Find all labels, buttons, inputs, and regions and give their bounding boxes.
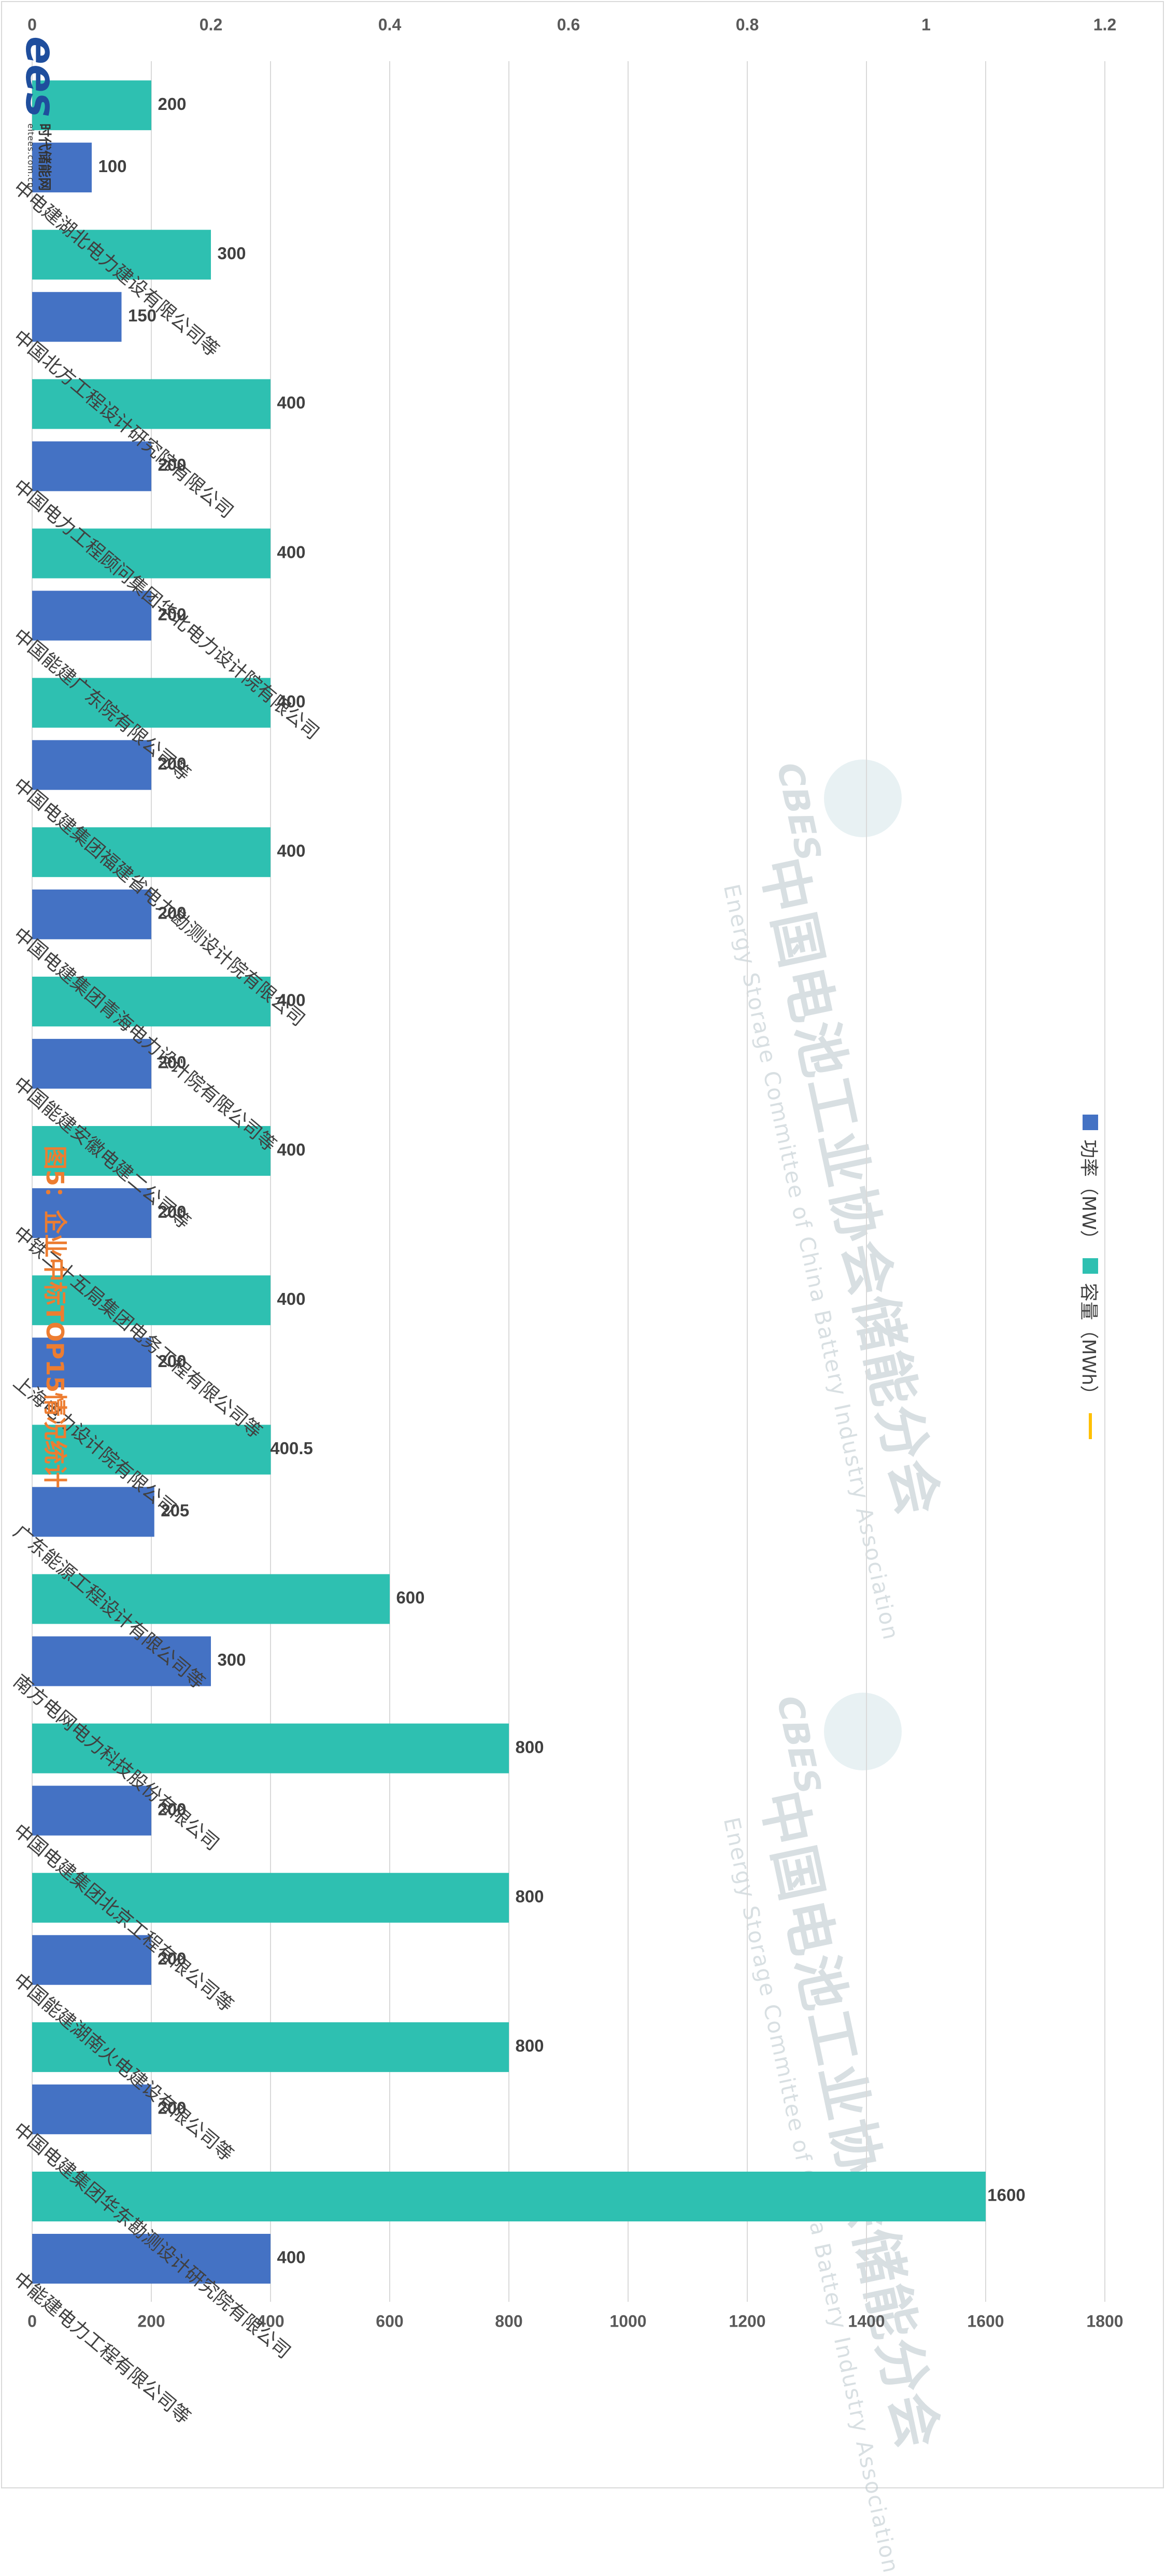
rotated-chart-area: 中国电池工业协会储能分会 Energy Storage Committee of… xyxy=(9,15,1124,2575)
data-label-power: 100 xyxy=(98,157,126,176)
bar-capacity xyxy=(32,1275,271,1326)
bar-capacity xyxy=(32,379,271,429)
y2-tick-label: 0.6 xyxy=(557,15,580,34)
bar-capacity xyxy=(32,528,271,579)
y-tick-label: 1200 xyxy=(729,2312,765,2330)
data-label-capacity: 400 xyxy=(277,692,305,711)
legend-label-capacity: 容量（MWh） xyxy=(1078,1283,1099,1404)
data-label-power: 200 xyxy=(158,1949,186,1968)
bar-power xyxy=(32,590,151,641)
bar-capacity xyxy=(32,1873,509,1923)
data-label-capacity: 400 xyxy=(277,1140,305,1159)
legend-swatch-power xyxy=(1083,1115,1098,1130)
y-tick-label: 1800 xyxy=(1086,2312,1123,2330)
data-label-power: 400 xyxy=(277,2248,305,2267)
brand-logo: ees 时代储能网 eitees.com.cn xyxy=(17,36,65,191)
bar-capacity xyxy=(32,1126,271,1176)
data-label-power: 200 xyxy=(158,1352,186,1371)
chart-title: 图5：企业中标TOP15情况统计 xyxy=(41,1146,69,1488)
data-label-capacity: 200 xyxy=(158,94,186,114)
data-label-power: 200 xyxy=(158,455,186,474)
bar-capacity xyxy=(32,230,211,280)
data-label-power: 300 xyxy=(217,1650,246,1669)
bar-capacity xyxy=(32,80,151,131)
data-label-capacity: 400.5 xyxy=(270,1439,313,1458)
bar-capacity xyxy=(32,1425,271,1475)
bar-power xyxy=(32,292,122,342)
y-tick-label: 1600 xyxy=(967,2312,1004,2330)
bar-capacity xyxy=(32,2172,986,2221)
legend-swatch-line xyxy=(1089,1413,1092,1440)
data-label-capacity: 300 xyxy=(217,244,246,263)
data-label-capacity: 800 xyxy=(515,2036,544,2056)
bar-power xyxy=(32,2234,271,2284)
bar-power xyxy=(32,1188,151,1238)
bar-capacity xyxy=(32,2022,509,2072)
data-label-power: 200 xyxy=(158,904,186,923)
y-tick-label: 1400 xyxy=(848,2312,885,2330)
category-label: 中能建电力工程有限公司等 xyxy=(9,2268,194,2428)
y2-tick-label: 0.4 xyxy=(378,15,402,34)
legend: 功率（MW） 容量（MWh） xyxy=(1077,1115,1104,1448)
data-label-power: 200 xyxy=(158,754,186,773)
bar-power xyxy=(32,1487,154,1537)
data-label-capacity: 400 xyxy=(277,1289,305,1308)
y-tick-label: 800 xyxy=(495,2312,522,2330)
data-label-power: 200 xyxy=(158,1202,186,1221)
y-tick-label: 0 xyxy=(27,2312,37,2330)
bar-capacity xyxy=(32,1723,509,1773)
bar-capacity xyxy=(32,827,271,877)
bar-capacity xyxy=(32,678,271,728)
y2-tick-label: 0.8 xyxy=(736,15,759,34)
data-label-power: 200 xyxy=(158,2099,186,2118)
brand-url: eitees.com.cn xyxy=(26,123,36,189)
data-label-power: 200 xyxy=(158,604,186,624)
bar-power xyxy=(32,1785,151,1836)
data-label-capacity: 800 xyxy=(515,1887,544,1906)
bar-power xyxy=(32,1338,151,1388)
legend-swatch-capacity xyxy=(1083,1258,1098,1274)
data-label-capacity: 400 xyxy=(277,542,305,561)
data-label-power: 205 xyxy=(161,1501,189,1520)
bar-capacity xyxy=(32,1574,390,1624)
y2-tick-label: 0 xyxy=(27,15,37,34)
bar-power xyxy=(32,740,151,790)
data-label-power: 200 xyxy=(158,1799,186,1819)
bar-power xyxy=(32,1636,211,1686)
data-label-power: 200 xyxy=(158,1053,186,1072)
brand-name: 时代储能网 xyxy=(36,123,52,191)
y-tick-label: 600 xyxy=(376,2312,403,2330)
y-tick-label: 200 xyxy=(137,2312,165,2330)
chart-frame xyxy=(1,1,1164,2488)
bar-power xyxy=(32,441,151,491)
data-label-capacity: 400 xyxy=(277,393,305,412)
data-label-capacity: 400 xyxy=(277,841,305,861)
bar-power xyxy=(32,1935,151,1985)
data-label-capacity: 800 xyxy=(515,1737,544,1756)
bar-power xyxy=(32,1038,151,1089)
data-label-capacity: 400 xyxy=(277,991,305,1010)
y-tick-label: 1000 xyxy=(609,2312,646,2330)
data-label-capacity: 600 xyxy=(396,1588,424,1607)
y2-tick-label: 1 xyxy=(921,15,931,34)
brand-text: 时代储能网 eitees.com.cn xyxy=(26,123,55,191)
bar-power xyxy=(32,143,92,193)
data-label-capacity: 1600 xyxy=(987,2186,1025,2205)
y2-tick-label: 1.2 xyxy=(1093,15,1116,34)
y2-tick-label: 0.2 xyxy=(200,15,222,34)
legend-label-power: 功率（MW） xyxy=(1078,1139,1099,1249)
bar-power xyxy=(32,2084,151,2134)
data-label-power: 150 xyxy=(128,306,157,325)
bar-capacity xyxy=(32,976,271,1026)
y-tick-label: 400 xyxy=(257,2312,284,2330)
bar-power xyxy=(32,889,151,939)
brand-mark: ees xyxy=(17,36,65,118)
